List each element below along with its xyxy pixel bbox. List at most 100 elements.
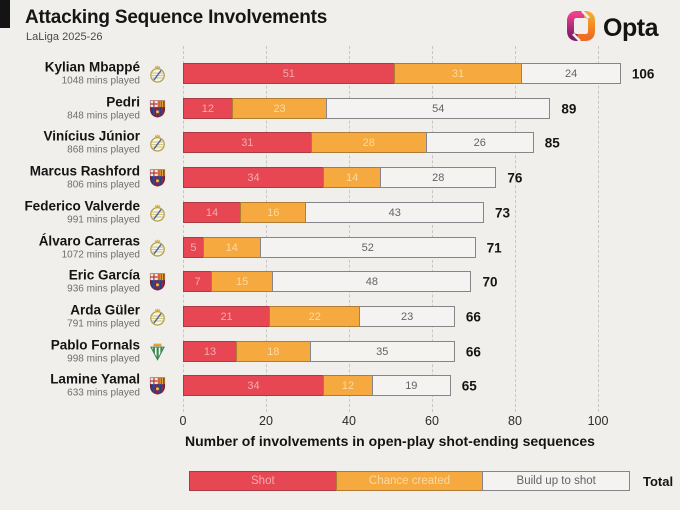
legend-chance-created-label: Chance created [368,475,451,487]
chance-created-segment: 28 [310,132,427,153]
chance-created-value: 12 [341,379,355,392]
total-value: 65 [461,378,477,393]
club-crest-icon [148,342,166,362]
x-tick-label: 0 [179,414,187,428]
build-up-segment: 35 [309,341,455,362]
shot-segment: 5 [183,237,204,258]
player-name: Pablo Fornals [50,337,140,353]
plot-gridlines [183,46,624,412]
club-crest-icon [148,272,166,292]
real-madrid-crest [149,307,165,326]
stacked-bar: 21 22 23 [183,306,455,327]
title-accent-bar [0,0,10,28]
gridline-80 [515,46,516,412]
legend-build-up: Build up to shot [482,471,631,491]
player-labels: Eric García 936 mins played [0,267,140,295]
total-value: 66 [465,309,481,324]
gridline-20 [266,46,267,412]
total-value: 70 [482,274,498,289]
chance-created-segment: 16 [240,202,307,223]
player-name: Vinícius Júnior [43,128,140,144]
total-value: 76 [507,170,523,185]
player-row: Arda Güler 791 mins played 21 22 23 66 [0,302,680,330]
real-betis-crest [149,343,165,361]
shot-value: 31 [241,136,254,149]
chance-created-value: 23 [273,102,286,115]
player-name: Federico Valverde [24,198,140,214]
legend-shot-label: Shot [251,475,275,487]
club-crest-icon [148,64,166,84]
build-up-value: 24 [564,67,578,80]
player-minutes: 991 mins played [67,214,140,226]
chance-created-value: 14 [346,171,359,184]
player-name: Marcus Rashford [29,163,140,179]
player-labels: Marcus Rashford 806 mins played [0,163,140,191]
page-title: Attacking Sequence Involvements [25,7,328,28]
shot-value: 5 [190,241,197,254]
player-minutes: 1072 mins played [61,249,140,261]
shot-segment: 13 [183,341,237,362]
legend-build-up-label: Build up to shot [516,475,596,487]
barcelona-crest [149,100,165,118]
x-tick-label: 40 [342,414,356,428]
barcelona-crest [149,273,165,291]
club-crest-icon [148,99,166,119]
chance-created-value: 28 [362,136,375,149]
player-name: Pedri [106,94,140,110]
player-minutes: 806 mins played [67,179,140,191]
real-madrid-crest [149,64,165,83]
club-crest-icon [148,238,166,258]
player-row: Lamine Yamal 633 mins played 34 12 19 65 [0,371,680,399]
shot-segment: 34 [183,375,325,396]
shot-value: 21 [220,310,233,323]
player-labels: Pedri 848 mins played [0,94,140,122]
gridline-40 [349,46,350,412]
club-crest-icon [148,203,166,223]
player-labels: Arda Güler 791 mins played [0,302,140,330]
chance-created-segment: 18 [235,341,311,362]
player-row: Eric García 936 mins played 7 15 48 70 [0,267,680,295]
stacked-bar: 31 28 26 [183,132,534,153]
stacked-bar: 34 12 19 [183,375,451,396]
stacked-bar: 12 23 54 [183,98,551,119]
build-up-value: 28 [432,171,445,184]
player-row: Vinícius Júnior 868 mins played 31 28 26… [0,128,680,156]
x-tick-label: 100 [587,414,609,428]
player-row: Kylian Mbappé 1048 mins played 51 31 24 … [0,59,680,87]
player-row: Marcus Rashford 806 mins played 34 14 28… [0,163,680,191]
club-crest-icon [148,168,166,188]
build-up-value: 26 [473,136,486,149]
build-up-value: 43 [388,206,401,219]
player-row: Federico Valverde 991 mins played 14 16 … [0,198,680,226]
player-minutes: 1048 mins played [61,75,140,87]
x-tick-label: 20 [259,414,273,428]
player-labels: Álvaro Carreras 1072 mins played [0,233,140,261]
chance-created-segment: 31 [393,63,523,84]
chance-created-segment: 15 [211,271,274,292]
shot-segment: 12 [183,98,233,119]
gridline-0 [183,46,184,412]
real-madrid-crest [149,238,165,257]
stacked-bar: 5 14 52 [183,237,476,258]
build-up-value: 54 [432,102,445,115]
player-name: Álvaro Carreras [38,233,140,249]
total-value: 73 [494,205,510,220]
shot-segment: 51 [183,63,395,84]
build-up-value: 48 [365,275,379,288]
shot-segment: 31 [183,132,312,153]
player-name: Arda Güler [70,302,140,318]
barcelona-crest [149,169,165,187]
shot-value: 14 [205,206,219,219]
build-up-value: 35 [376,345,389,358]
x-tick-label: 80 [508,414,522,428]
club-crest-icon [148,307,166,327]
build-up-value: 19 [405,379,418,392]
shot-value: 7 [194,275,201,288]
chance-created-segment: 22 [269,306,361,327]
stacked-bar: 51 31 24 [183,63,621,84]
build-up-segment: 24 [521,63,621,84]
player-name: Lamine Yamal [50,371,140,387]
gridline-60 [432,46,433,412]
barcelona-crest [149,377,165,395]
